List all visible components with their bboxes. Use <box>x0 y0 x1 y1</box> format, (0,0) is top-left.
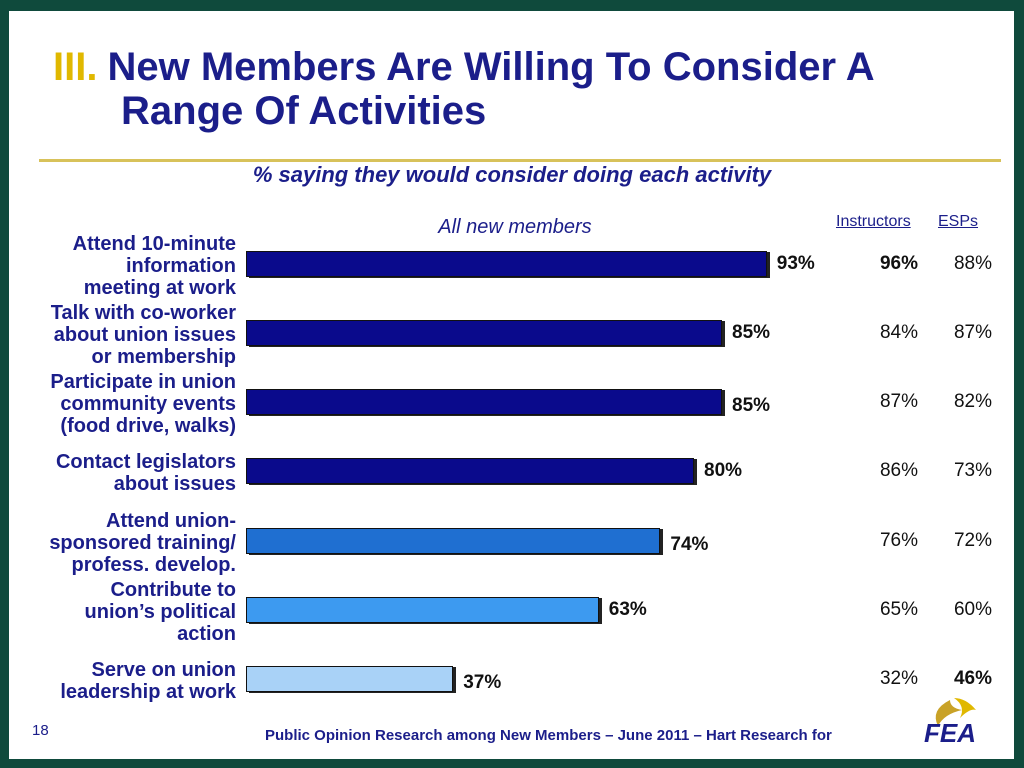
page-number: 18 <box>32 722 49 739</box>
bar-value-label: 85% <box>732 395 771 416</box>
category-label-line: Attend union- <box>106 510 236 532</box>
bar-value-label: 63% <box>608 599 647 620</box>
bar-value-label: 85% <box>732 322 771 343</box>
instructors-value: 84% <box>879 322 918 343</box>
category-label-line: Contact legislators <box>55 451 236 473</box>
esps-value: 46% <box>953 668 992 689</box>
category-label-line: sponsored training/ <box>49 532 236 554</box>
category-label: Serve on union leadership at work <box>10 659 236 703</box>
category-label-line: about union issues <box>53 324 236 346</box>
esps-value: 88% <box>953 253 992 274</box>
logo-wordmark: FEA <box>924 718 976 748</box>
column-header-instructors: Instructors <box>836 213 911 230</box>
bar-value-label: 93% <box>776 253 815 274</box>
category-label-line: (food drive, walks) <box>60 415 236 437</box>
slide-title: III. New Members Are Willing To Consider … <box>53 45 953 133</box>
footer-source: Public Opinion Research among New Member… <box>265 727 832 744</box>
bar <box>246 666 454 692</box>
category-label-line: community events <box>60 393 236 415</box>
esps-value: 82% <box>953 391 992 412</box>
section-number: III. <box>53 45 98 89</box>
bar <box>246 251 767 277</box>
category-label-line: leadership at work <box>60 681 236 703</box>
instructors-value: 87% <box>879 391 918 412</box>
category-label: Contribute to union’s political action <box>10 579 236 645</box>
category-label-line: union’s political <box>84 601 236 623</box>
category-label-line: about issues <box>113 473 236 495</box>
category-label-line: Participate in union <box>50 371 236 393</box>
esps-value: 72% <box>953 530 992 551</box>
category-label-line: Attend 10-minute <box>72 233 236 255</box>
esps-value: 73% <box>953 460 992 481</box>
chart-title: % saying they would consider doing each … <box>252 162 772 187</box>
category-label-line: information <box>126 255 236 277</box>
bar-value-label: 37% <box>463 672 502 693</box>
title-divider <box>39 159 1001 162</box>
category-label-line: or membership <box>91 346 236 368</box>
category-label: Talk with co-worker about union issues or … <box>10 302 236 368</box>
title-line-1: New Members Are Willing To Consider A <box>107 45 875 89</box>
fea-logo: FEA <box>924 698 976 748</box>
slide: III. New Members Are Willing To Consider … <box>9 11 1014 759</box>
title-line-2: Range Of Activities <box>121 89 487 133</box>
category-label-line: action <box>177 623 236 645</box>
category-label-line: meeting at work <box>83 277 236 299</box>
bar <box>246 597 599 623</box>
bar <box>246 389 722 415</box>
category-label-line: profess. develop. <box>71 554 237 576</box>
bar-value-label: 80% <box>704 460 743 481</box>
category-label-line: Talk with co-worker <box>50 302 236 324</box>
category-label-line: Contribute to <box>110 579 236 601</box>
category-label: Attend union-sponsored training/profess.… <box>10 510 236 576</box>
series-label: All new members <box>438 216 592 238</box>
instructors-value: 86% <box>879 460 918 481</box>
instructors-value: 32% <box>879 668 918 689</box>
column-header-esps: ESPs <box>938 213 979 230</box>
esps-value: 60% <box>953 599 992 620</box>
bar <box>246 458 694 484</box>
instructors-value: 76% <box>879 530 918 551</box>
category-label: Contact legislators about issues <box>10 451 236 495</box>
bar <box>246 528 661 554</box>
bar-value-label: 74% <box>670 534 709 555</box>
category-label: Attend 10-minute information meeting at wo… <box>10 233 236 299</box>
instructors-value: 96% <box>879 253 918 274</box>
category-label-line: Serve on union <box>91 659 236 681</box>
instructors-value: 65% <box>879 599 918 620</box>
category-label: Participate in union community events (foo… <box>10 371 236 437</box>
esps-value: 87% <box>953 322 992 343</box>
bar <box>246 320 722 346</box>
